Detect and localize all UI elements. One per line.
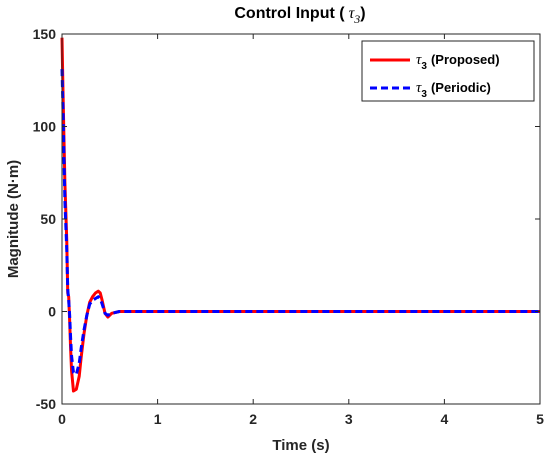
x-tick-label: 0: [58, 411, 66, 427]
y-axis-label: Magnitude (N·m): [5, 160, 22, 278]
x-tick-label: 4: [441, 411, 449, 427]
legend: τ3 (Proposed) τ3 (Periodic): [361, 40, 535, 102]
x-tick-label: 2: [249, 411, 257, 427]
series-layer: [60, 37, 540, 393]
legend-label-periodic: τ3 (Periodic): [416, 80, 491, 100]
y-tick-label: -50: [36, 396, 56, 412]
chart-title: Control Input (τ3): [234, 5, 365, 26]
x-axis-label: Time (s): [272, 437, 329, 454]
y-tick-label: 150: [33, 26, 57, 42]
x-tick-label: 3: [345, 411, 353, 427]
y-tick-label: 0: [48, 304, 56, 320]
x-tick-label: 5: [536, 411, 544, 427]
y-tick-label: 50: [40, 211, 56, 227]
legend-box: [361, 40, 535, 102]
x-tick-label: 1: [154, 411, 162, 427]
y-tick-label: 100: [33, 119, 57, 135]
series-line-periodic: [60, 69, 540, 376]
legend-label-proposed: τ3 (Proposed): [416, 52, 500, 72]
